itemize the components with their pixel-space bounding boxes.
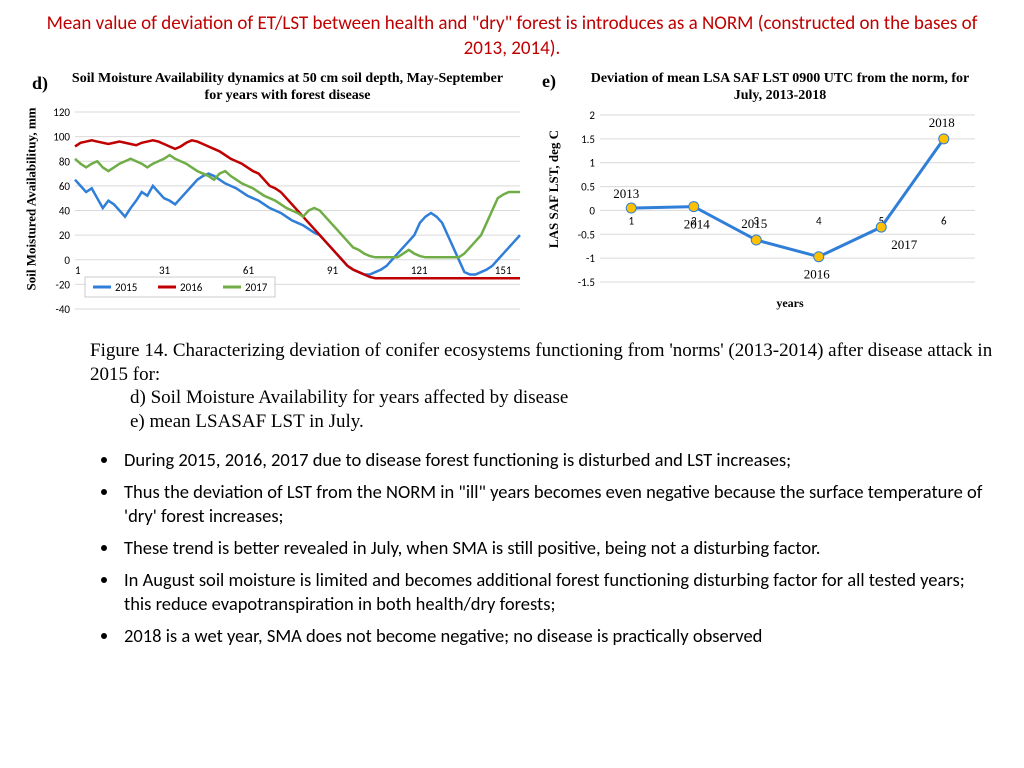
- svg-text:0: 0: [589, 204, 595, 217]
- list-item: In August soil moisture is limited and b…: [120, 568, 994, 616]
- panel-e-label: e): [542, 71, 556, 92]
- svg-text:91: 91: [327, 264, 339, 277]
- svg-text:-40: -40: [55, 303, 70, 316]
- caption-e: e) mean LSASAF LST in July.: [130, 411, 364, 432]
- chart-e-xlabel: years: [590, 296, 990, 311]
- svg-text:0.5: 0.5: [581, 181, 595, 194]
- chart-d-svg: -40 -20 0 20 40 60 80 100 120 1 31 61 91 121 151 2015 20…: [30, 107, 530, 327]
- svg-text:-1: -1: [586, 252, 595, 265]
- list-item: Thus the deviation of LST from the NORM …: [120, 480, 994, 528]
- svg-text:2018: 2018: [929, 115, 955, 130]
- charts-row: d) Soil Moisture Availability dynamics a…: [30, 71, 994, 327]
- chart-e-container: e) Deviation of mean LSA SAF LST 0900 UT…: [560, 71, 990, 327]
- svg-text:1: 1: [589, 157, 595, 170]
- chart-d-ylabel: Soil Moistured Availabilituy, mm: [23, 108, 39, 291]
- svg-text:100: 100: [53, 131, 70, 144]
- svg-text:-20: -20: [55, 278, 70, 291]
- chart-d-container: d) Soil Moisture Availability dynamics a…: [30, 71, 530, 327]
- svg-text:2017: 2017: [891, 237, 918, 252]
- svg-text:1: 1: [75, 264, 81, 277]
- svg-text:1: 1: [628, 214, 634, 227]
- svg-text:2015: 2015: [741, 216, 767, 231]
- page-title: Mean value of deviation of ET/LST betwee…: [30, 12, 994, 61]
- chart-e-title: Deviation of mean LSA SAF LST 0900 UTC f…: [560, 71, 990, 105]
- svg-text:61: 61: [243, 264, 255, 277]
- svg-text:1.5: 1.5: [581, 133, 595, 146]
- list-item: 2018 is a wet year, SMA does not become …: [120, 624, 994, 648]
- svg-text:6: 6: [941, 214, 947, 227]
- svg-text:-0.5: -0.5: [578, 228, 595, 241]
- svg-text:80: 80: [59, 155, 71, 168]
- svg-text:2016: 2016: [804, 267, 831, 282]
- chart-e-svg: -1.5-1-0.500.511.52123456201320142015201…: [560, 107, 990, 312]
- svg-text:2013: 2013: [613, 186, 639, 201]
- svg-text:2017: 2017: [245, 281, 268, 294]
- svg-text:20: 20: [59, 229, 71, 242]
- svg-text:0: 0: [64, 254, 70, 267]
- figure-caption: Figure 14. Characterizing deviation of c…: [90, 339, 994, 434]
- list-item: During 2015, 2016, 2017 due to disease f…: [120, 448, 994, 472]
- svg-text:-1.5: -1.5: [578, 276, 595, 289]
- svg-text:151: 151: [495, 264, 512, 277]
- caption-main: Figure 14. Characterizing deviation of c…: [90, 340, 992, 385]
- svg-text:2016: 2016: [180, 281, 203, 294]
- svg-text:2014: 2014: [684, 217, 711, 232]
- svg-text:4: 4: [816, 214, 822, 227]
- svg-text:40: 40: [59, 204, 71, 217]
- panel-d-label: d): [32, 73, 48, 94]
- list-item: These trend is better revealed in July, …: [120, 536, 994, 560]
- bullet-list: During 2015, 2016, 2017 due to disease f…: [30, 448, 994, 648]
- svg-text:121: 121: [411, 264, 428, 277]
- caption-d: d) Soil Moisture Availability for years …: [130, 387, 568, 408]
- svg-text:2015: 2015: [115, 281, 137, 294]
- svg-text:60: 60: [59, 180, 71, 193]
- chart-d-title: Soil Moisture Availability dynamics at 5…: [30, 71, 530, 105]
- svg-text:120: 120: [53, 107, 70, 119]
- chart-e-ylabel: LAS SAF LST, deg C: [546, 130, 562, 248]
- svg-text:2: 2: [589, 109, 595, 122]
- svg-text:31: 31: [159, 264, 171, 277]
